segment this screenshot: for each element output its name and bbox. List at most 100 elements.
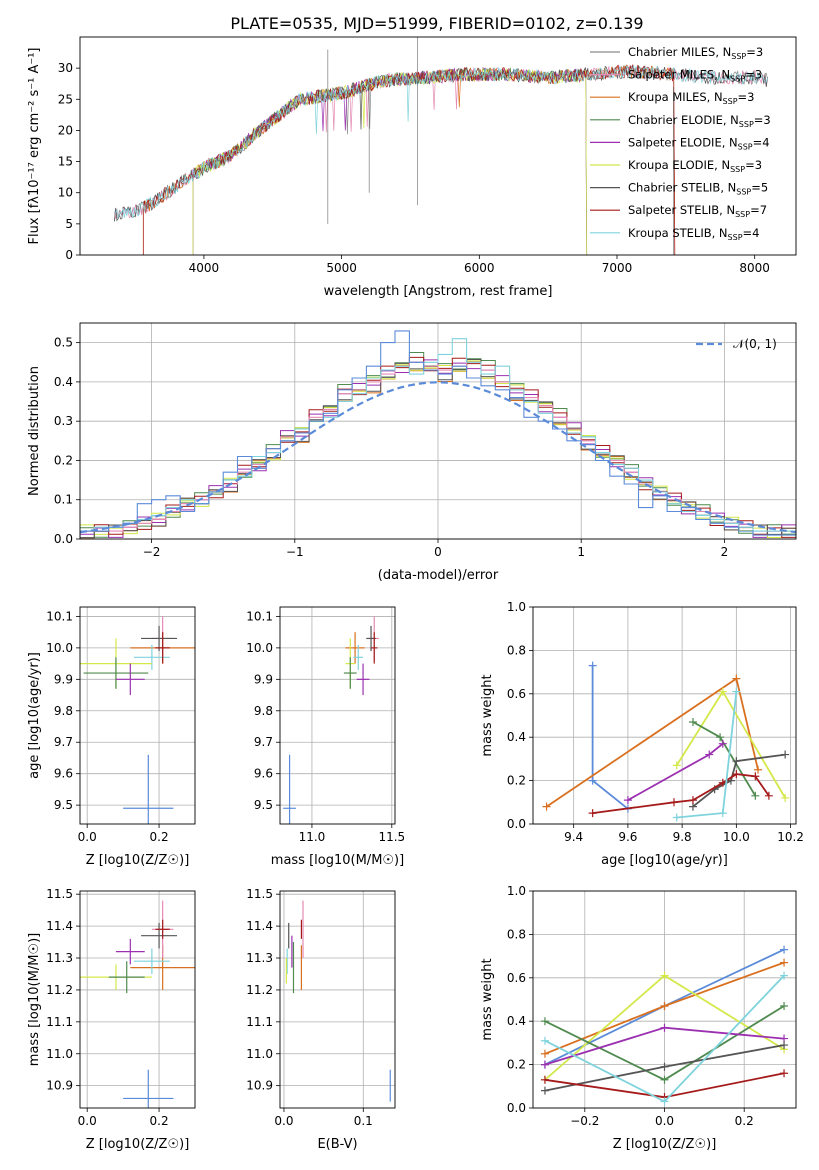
massEbv-y-tick-label: 11.5 bbox=[246, 887, 273, 901]
legend-entry-count: =3 bbox=[746, 45, 763, 59]
massEbv-x-tick-label: 0.0 bbox=[274, 1114, 293, 1128]
massZ-x-label: Z [log10(Z/Z☉)] bbox=[86, 1137, 190, 1152]
ageZ-y-tick-label: 10.0 bbox=[46, 641, 73, 655]
wZ-point-marker bbox=[540, 1017, 549, 1026]
wZ-point-marker bbox=[660, 1002, 669, 1011]
spectrum-series-line bbox=[142, 64, 676, 255]
wAge-y-tick-label: 0.6 bbox=[507, 687, 526, 701]
ageMass-y-tick-label: 9.8 bbox=[254, 704, 273, 718]
hist-y-tick-label: 0.3 bbox=[54, 414, 73, 428]
wAge-point-marker bbox=[781, 750, 790, 759]
legend-entry-count: =5 bbox=[751, 181, 768, 195]
wZ-point-marker bbox=[660, 1023, 669, 1032]
legend-entry-label: Kroupa ELODIE, N bbox=[628, 158, 730, 172]
wZ-x-tick-label: 0.0 bbox=[655, 1114, 674, 1128]
legend-entry: Salpeter MILES, NSSP=3 bbox=[628, 68, 762, 84]
wAge-axes: 9.4 9.6 9.8 10.0 10.2 0.0 0.2 0.4 0.6 0.8 1.0 age [… bbox=[480, 600, 804, 868]
wAge-series-line bbox=[592, 773, 770, 814]
ageMass-x-tick-label: 11.5 bbox=[378, 830, 405, 844]
massZ-x-tick-label: 0.0 bbox=[78, 1114, 97, 1128]
legend-entry-subscript: SSP bbox=[730, 75, 745, 84]
wAge-point-marker bbox=[718, 687, 727, 696]
wAge-point-marker bbox=[781, 793, 790, 802]
ageZ-y-tick-label: 9.7 bbox=[54, 735, 73, 749]
massZ-y-tick-label: 11.1 bbox=[46, 1015, 73, 1029]
massEbv-y-tick-label: 11.2 bbox=[246, 983, 273, 997]
legend-entry-subscript: SSP bbox=[735, 210, 750, 219]
spectrum-y-tick-label: 20 bbox=[58, 123, 73, 137]
wZ-point-marker bbox=[540, 1036, 549, 1045]
massZ-y-tick-label: 10.9 bbox=[46, 1079, 73, 1093]
wZ-point-marker bbox=[780, 958, 789, 967]
wZ-frame bbox=[532, 890, 797, 1109]
wZ-point-marker bbox=[660, 1062, 669, 1071]
legend-entry: Chabrier STELIB, NSSP=5 bbox=[628, 181, 768, 197]
wAge-point-marker bbox=[751, 772, 760, 781]
legend-entry-label: Chabrier STELIB, N bbox=[628, 181, 736, 195]
massEbv-x-label: E(B-V) bbox=[317, 1137, 357, 1152]
wAge-x-tick-label: 9.8 bbox=[673, 830, 692, 844]
massEbv-x-tick-label: 0.1 bbox=[354, 1114, 373, 1128]
wAge-point-marker bbox=[672, 761, 681, 770]
massEbv-y-tick-label: 11.1 bbox=[246, 1015, 273, 1029]
massEbv-y-tick-label: 11.0 bbox=[246, 1047, 273, 1061]
wZ-point-marker bbox=[780, 1041, 789, 1050]
legend-entry: Kroupa ELODIE, NSSP=3 bbox=[628, 158, 762, 174]
spectrum-axes: 4000 5000 6000 7000 8000 0 5 10 15 20 25 30 waveleng… bbox=[27, 48, 770, 300]
wAge-point-marker bbox=[542, 802, 551, 811]
legend-entry-count: =3 bbox=[745, 158, 762, 172]
wZ-y-tick-label: 1.0 bbox=[507, 884, 526, 898]
massEbv-y-tick-label: 10.9 bbox=[246, 1079, 273, 1093]
wAge-point-marker bbox=[688, 718, 697, 727]
wAge-point-marker bbox=[588, 776, 597, 785]
spectrum-series-line bbox=[192, 67, 588, 255]
hist-y-tick-label: 0.2 bbox=[54, 453, 73, 467]
ageZ-axes: 0.0 0.2 9.5 9.6 9.7 9.8 9.9 10.0 10.1 Z [log10(Z/… bbox=[27, 607, 195, 868]
hist-x-tick-label: 0 bbox=[434, 545, 442, 559]
ageMass-x-label: mass [log10(M/M☉)] bbox=[271, 853, 404, 868]
wAge-y-tick-label: 0.8 bbox=[507, 643, 526, 657]
legend-entry-subscript: SSP bbox=[739, 120, 754, 129]
wZ-point-marker bbox=[780, 1002, 789, 1011]
spectrum-series-line bbox=[192, 67, 588, 255]
normal-curve bbox=[80, 381, 796, 534]
wAge-point-marker bbox=[716, 733, 725, 742]
legend-entry-subscript: SSP bbox=[723, 97, 738, 106]
hist-x-tick-label: 1 bbox=[577, 545, 585, 559]
legend-entry-count: =3 bbox=[745, 68, 762, 82]
ageZ-frame bbox=[79, 606, 196, 825]
massZ-axes: 0.0 0.2 10.9 11.0 11.1 11.2 11.3 11.4 11.5 Z [log… bbox=[27, 887, 195, 1152]
wAge-x-tick-label: 10.0 bbox=[723, 830, 750, 844]
wAge-x-label: age [log10(age/yr)] bbox=[601, 853, 728, 868]
hist-y-tick-label: 0.0 bbox=[54, 532, 73, 546]
legend-entry-subscript: SSP bbox=[728, 233, 743, 242]
wAge-point-marker bbox=[718, 739, 727, 748]
wZ-y-tick-label: 0.4 bbox=[507, 1014, 526, 1028]
wZ-y-label: mass weight bbox=[480, 958, 495, 1040]
wAge-point-marker bbox=[764, 791, 773, 800]
spectrum-series-line bbox=[114, 65, 768, 219]
ageMass-y-tick-label: 10.1 bbox=[246, 609, 273, 623]
wZ-x-tick-label: 0.2 bbox=[735, 1114, 754, 1128]
hist-y-tick-label: 0.1 bbox=[54, 493, 73, 507]
massZ-y-tick-label: 11.3 bbox=[46, 951, 73, 965]
ageMass-y-tick-label: 9.7 bbox=[254, 735, 273, 749]
normal-legend-label: 𝒩(0, 1) bbox=[733, 337, 777, 351]
ageMass-y-tick-label: 9.9 bbox=[254, 672, 273, 686]
wZ-point-marker bbox=[660, 971, 669, 980]
ageMass-y-tick-label: 9.6 bbox=[254, 767, 273, 781]
wZ-y-tick-label: 0.2 bbox=[507, 1058, 526, 1072]
ageMass-y-tick-label: 10.0 bbox=[246, 641, 273, 655]
ageZ-y-tick-label: 9.5 bbox=[54, 798, 73, 812]
wAge-y-tick-label: 1.0 bbox=[507, 600, 526, 614]
legend-entry-subscript: SSP bbox=[731, 52, 746, 61]
legend-entry-count: =3 bbox=[754, 113, 771, 127]
legend-entry-count: =4 bbox=[753, 135, 770, 149]
wZ-point-marker bbox=[660, 1097, 669, 1106]
legend-entry: Kroupa STELIB, NSSP=4 bbox=[628, 226, 759, 242]
legend-entry: Chabrier ELODIE, NSSP=3 bbox=[628, 113, 771, 129]
ageZ-x-label: Z [log10(Z/Z☉)] bbox=[86, 853, 190, 868]
spectrum-y-tick-label: 10 bbox=[58, 186, 73, 200]
spectrum-frame bbox=[79, 36, 797, 256]
